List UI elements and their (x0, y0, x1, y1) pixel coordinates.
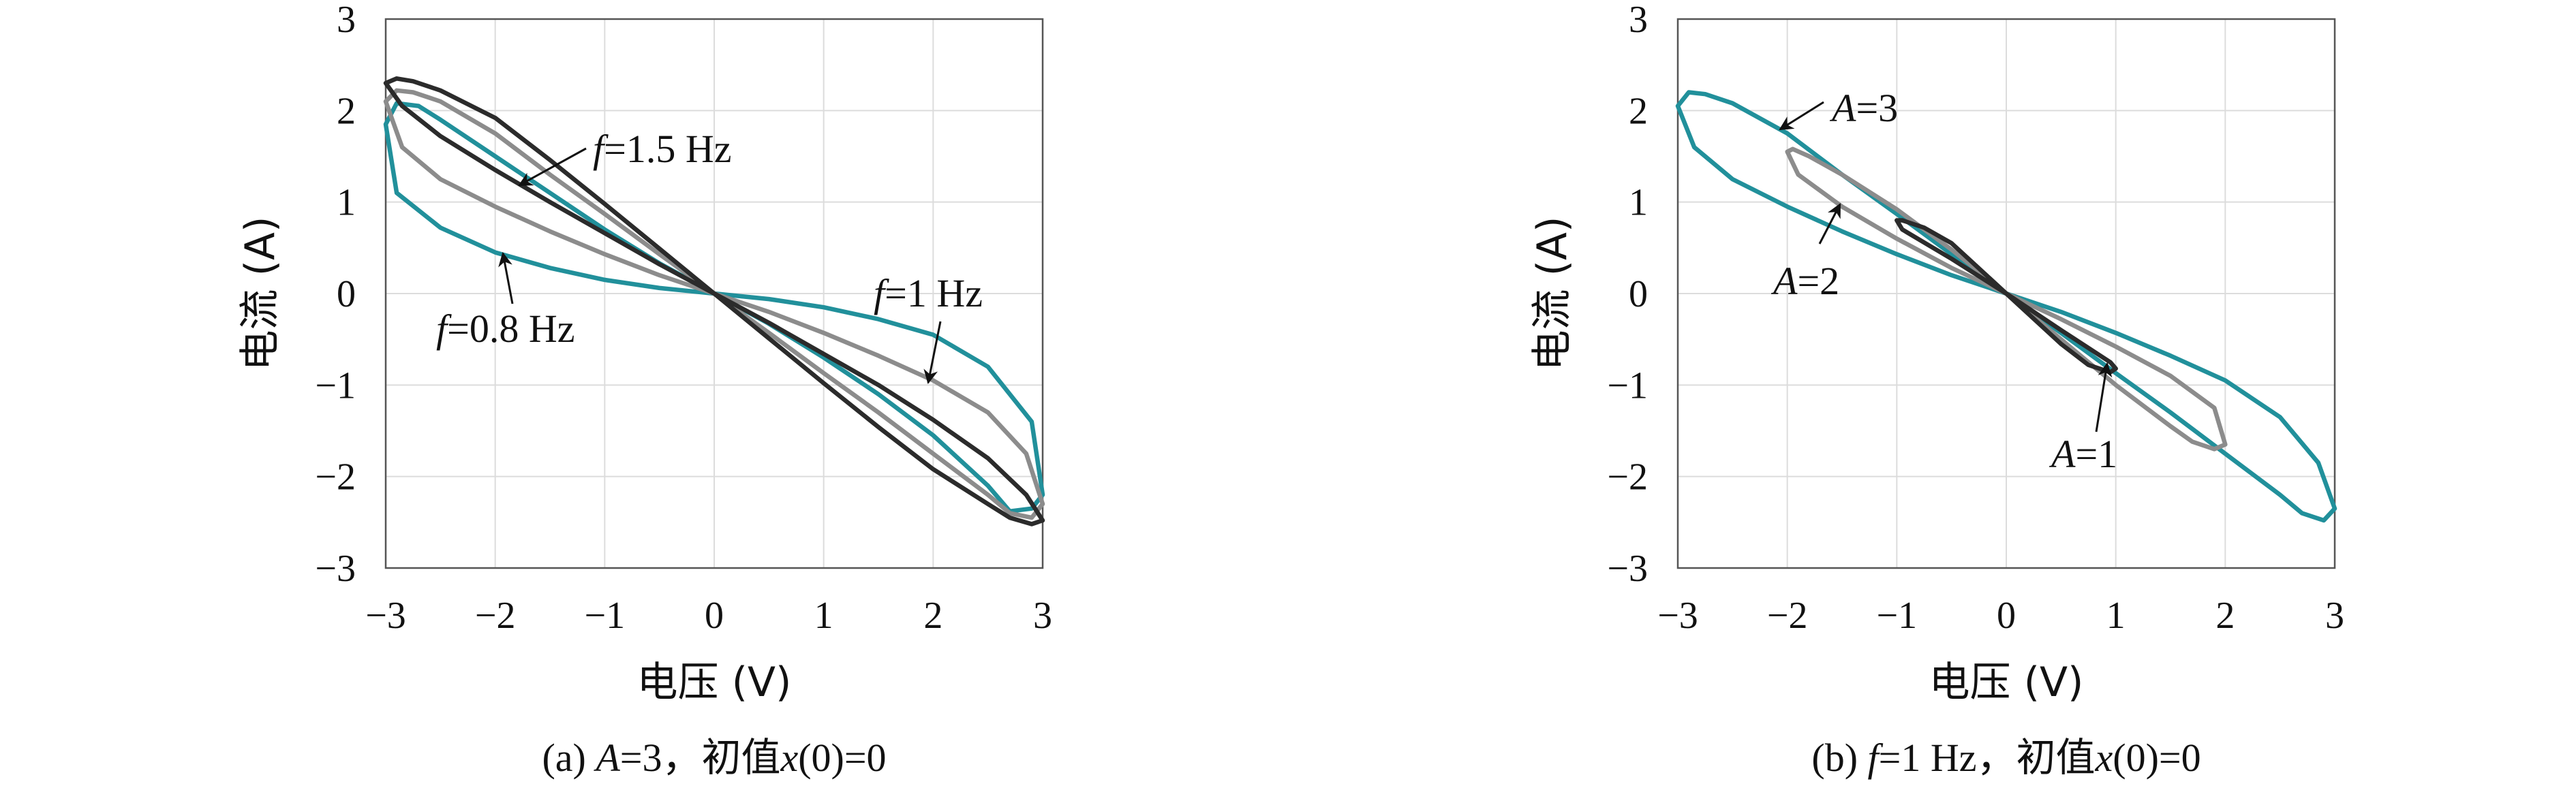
panel-a-ytick-label: −1 (315, 364, 356, 407)
panel-a-ytick-label: 3 (337, 0, 356, 41)
panel-a-annotation-f1_5: f=1.5 Hz (593, 127, 731, 171)
panel-b-xtick-label: −2 (1767, 595, 1808, 637)
panel-b-xtick-label: 3 (2325, 595, 2344, 637)
panel-a-xtick-label: 1 (814, 595, 833, 637)
panel-b-ytick-label: 3 (1629, 0, 1648, 41)
panel-b-annotation-A2: A=2 (1770, 259, 1839, 303)
panel-b-annotation-A1-arrow (2095, 362, 2113, 432)
panel-a-annotation-f1_5-rest: =1.5 Hz (604, 127, 731, 171)
panel-a-ticks: −3 −2 −1 0 1 2 3 3 2 1 0 −1 −2 −3 (315, 0, 1052, 637)
panel-b-annotation-A2-rest: =2 (1797, 259, 1839, 303)
panel-a-ytick-label: −3 (315, 548, 356, 590)
panel-a-ytick-label: 0 (337, 273, 356, 315)
panel-b-annotation-A1-rest: =1 (2075, 432, 2117, 476)
panel-a-series-2-loop (383, 76, 1045, 526)
panel-b-ticks: −3 −2 −1 0 1 2 3 3 2 1 0 −1 −2 −3 (1607, 0, 2344, 637)
panel-b-xtick-label: −1 (1877, 595, 1918, 637)
panel-b-ytick-label: 2 (1629, 90, 1648, 132)
panel-a-xtick-label: 3 (1033, 595, 1052, 637)
panel-b-annotation-A3-rest: =3 (1856, 86, 1898, 130)
panel-a-ytick-label: 1 (337, 182, 356, 224)
panel-a-annotation-f1: f=1 Hz (874, 271, 983, 315)
panel-a-annotation-f0_8: f=0.8 Hz (436, 306, 574, 351)
panel-a-ytick-label: 2 (337, 90, 356, 132)
panel-b-caption-var2: x (2095, 736, 2113, 780)
panel-a-annotation-f0_8-arrow (498, 251, 514, 304)
panel-b-caption-prefix: (b) (1811, 736, 1867, 780)
panel-a-grid (386, 19, 1043, 568)
panel-b-xlabel: 电压 (V) (1929, 659, 2084, 706)
panel-a-annotation-f1_5-arrow (518, 147, 587, 187)
panel-a: −3 −2 −1 0 1 2 3 3 2 1 0 −1 −2 −3 电压 (V) 电流 (A) f=1.5… (236, 0, 1052, 780)
panel-b-annotation-A3-var: A (1829, 86, 1856, 130)
panel-a-series (383, 76, 1045, 526)
panel-b-annotation-A1: A=1 (2049, 432, 2117, 476)
panel-a-caption: (a) A=3，初值x(0)=0 (542, 736, 886, 780)
panel-b-ytick-label: −3 (1607, 548, 1648, 590)
panel-a-caption-prefix: (a) (542, 736, 596, 780)
panel-b-ytick-label: 0 (1629, 273, 1648, 315)
panel-b-xtick-label: 1 (2106, 595, 2126, 637)
panel-b-annotation-A1-var: A (2049, 432, 2076, 476)
panel-b-annotation-A3: A=3 (1829, 86, 1898, 130)
panel-a-annotation-f1-rest: =1 Hz (885, 271, 983, 315)
panel-a-series-0-loop (383, 101, 1045, 514)
panel-a-xtick-label: 2 (923, 595, 942, 637)
panel-a-xtick-label: −2 (475, 595, 516, 637)
panel-b-ylabel: 电流 (A) (1529, 217, 1576, 371)
panel-b-xtick-label: 2 (2215, 595, 2235, 637)
panel-b-xtick-label: −3 (1657, 595, 1698, 637)
panel-a-caption-rest: =3，初值 (620, 736, 781, 780)
panel-b-caption: (b) f=1 Hz，初值x(0)=0 (1811, 736, 2201, 780)
panel-b-caption-rest2: (0)=0 (2113, 736, 2201, 780)
panel-a-ylabel: 电流 (A) (236, 217, 284, 371)
panel-a-ytick-label: −2 (315, 456, 356, 499)
panel-b-xtick-label: 0 (1997, 595, 2016, 637)
panel-b-series-1-loop (1785, 146, 2228, 452)
panel-b-annotation-A2-var: A (1770, 259, 1798, 303)
panel-a-annotation-f0_8-rest: =0.8 Hz (447, 306, 574, 351)
panel-a-frame (384, 18, 1044, 569)
panel-a-caption-rest2: (0)=0 (798, 736, 886, 780)
panel-b-ytick-label: −2 (1607, 456, 1648, 499)
panel-a-xtick-label: 0 (705, 595, 724, 637)
panel-a-caption-var: A (593, 736, 620, 780)
panel-b-annotation-A2-arrow (1818, 203, 1841, 245)
panel-a-xtick-label: −3 (365, 595, 406, 637)
panel-b-ytick-label: 1 (1629, 182, 1648, 224)
panel-b-ytick-label: −1 (1607, 364, 1648, 407)
panel-a-xtick-label: −1 (585, 595, 626, 637)
panel-b-annotation-A3-arrow (1779, 101, 1824, 131)
panel-b-caption-rest: =1 Hz，初值 (1879, 736, 2096, 780)
panel-b-frame (1676, 18, 2336, 569)
panel-a-caption-var2: x (780, 736, 798, 780)
panel-a-xlabel: 电压 (V) (637, 659, 792, 706)
panel-a-series-1-loop (383, 88, 1045, 520)
panel-a-annotation-f1-arrow (923, 321, 942, 385)
